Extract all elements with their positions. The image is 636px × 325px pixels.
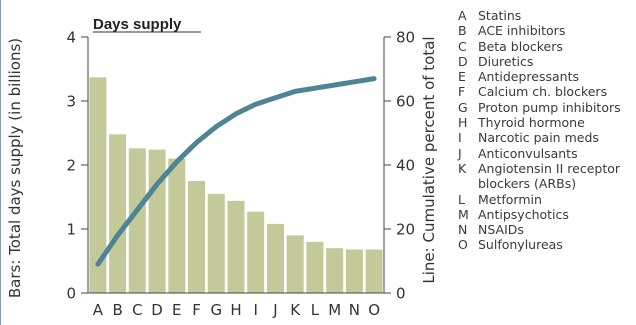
legend-text: NSAIDs — [478, 222, 524, 238]
bar-C — [128, 148, 146, 293]
bar-N — [345, 249, 363, 293]
bar-O — [365, 249, 383, 293]
legend-text: Narcotic pain meds — [478, 130, 599, 146]
bar-K — [286, 235, 304, 293]
legend-item: A Statins — [458, 8, 636, 23]
legend-item: G Proton pump inhibitors — [458, 100, 636, 115]
y-tick-label: 4 — [66, 29, 76, 47]
legend-item: K Angiotensin II receptor blockers (ARBs) — [458, 161, 636, 192]
legend-item: H Thyroid hormone — [458, 115, 636, 130]
x-tick-label: H — [230, 301, 241, 319]
legend-letter: G — [458, 99, 468, 115]
y-tick-label: 1 — [66, 221, 76, 239]
bar-I — [247, 211, 265, 293]
x-tick-label: F — [192, 301, 201, 319]
legend-item: C Beta blockers — [458, 39, 636, 54]
legend-text: Calcium ch. blockers — [478, 84, 608, 100]
legend-text: Statins — [478, 8, 522, 23]
legend-item: O Sulfonylureas — [458, 237, 636, 252]
legend-item: E Antidepressants — [458, 69, 636, 84]
x-tick-label: B — [112, 301, 122, 319]
bar-M — [326, 248, 344, 293]
legend-text: Sulfonylureas — [478, 237, 563, 253]
legend-letter: B — [458, 23, 467, 39]
legend-letter: N — [458, 222, 468, 238]
legend-letter: D — [458, 53, 468, 69]
legend-item: I Narcotic pain meds — [458, 130, 636, 145]
x-tick-label: N — [349, 301, 360, 319]
x-tick-label: D — [151, 301, 163, 319]
legend-item: M Antipsychotics — [458, 207, 636, 222]
legend-item: N NSAIDs — [458, 222, 636, 237]
x-tick-label: C — [132, 301, 142, 319]
x-tick-label: J — [272, 301, 277, 319]
y-tick-label: 2 — [66, 157, 76, 175]
legend-text: Metformin — [478, 191, 542, 207]
legend-item: L Metformin — [458, 192, 636, 207]
legend-letter: H — [458, 115, 468, 131]
line-layer — [95, 76, 377, 267]
y-tick-label: 3 — [66, 93, 76, 111]
legend-letter: J — [458, 145, 462, 161]
legend-letter: K — [458, 160, 467, 176]
y2-axis-label: Line: Cumulative percent of total — [420, 36, 438, 283]
legend-text: Beta blockers — [478, 38, 563, 54]
chart-title: Days supply — [93, 16, 182, 33]
x-tick-label: E — [172, 301, 181, 319]
bar-D — [148, 149, 166, 293]
bars-layer — [89, 77, 383, 293]
legend-text: Anticonvulsants — [478, 145, 578, 161]
legend-letter: F — [458, 84, 466, 100]
legend-letter: I — [458, 130, 462, 146]
y2-tick-label: 20 — [396, 221, 415, 239]
x-tick-label: A — [93, 301, 104, 319]
bar-A — [89, 77, 107, 293]
legend-text: ACE inhibitors — [478, 23, 566, 39]
y-axis-label: Bars: Total days supply (in billions) — [6, 38, 24, 298]
x-tick-label: O — [368, 301, 380, 319]
x-tick-label: L — [311, 301, 320, 319]
legend-text: Antipsychotics — [478, 206, 569, 222]
legend-letter: L — [458, 191, 465, 207]
x-tick-label: K — [290, 301, 301, 319]
y2-tick-label: 60 — [396, 93, 415, 111]
legend-item: B ACE inhibitors — [458, 23, 636, 38]
legend-letter: M — [458, 206, 469, 222]
legend: A Statins B ACE inhibitors C Beta blockers D Di… — [458, 8, 636, 253]
bar-E — [168, 158, 186, 293]
legend-letter: C — [458, 38, 467, 54]
cumulative-line — [95, 76, 377, 267]
legend-letter: O — [458, 237, 468, 253]
y2-tick-label: 0 — [396, 285, 406, 303]
legend-text: Thyroid hormone — [478, 115, 585, 131]
legend-text: Diuretics — [478, 53, 534, 69]
bar-B — [109, 134, 127, 293]
y-tick-label: 0 — [66, 285, 76, 303]
y2-tick-label: 40 — [396, 157, 415, 175]
legend-item: D Diuretics — [458, 54, 636, 69]
legend-item: J Anticonvulsants — [458, 146, 636, 161]
y2-tick-label: 80 — [396, 29, 415, 47]
bar-H — [227, 200, 245, 293]
legend-text: Angiotensin II receptor blockers (ARBs) — [478, 160, 621, 192]
legend-letter: A — [458, 8, 467, 23]
bar-L — [306, 241, 324, 293]
x-tick-label: I — [254, 301, 258, 319]
bar-F — [188, 181, 205, 293]
x-tick-label: M — [328, 301, 341, 319]
legend-item: F Calcium ch. blockers — [458, 84, 636, 99]
legend-text: Proton pump inhibitors — [478, 99, 621, 115]
x-tick-label: G — [210, 301, 222, 319]
bar-J — [267, 223, 284, 293]
bar-G — [207, 193, 225, 293]
legend-letter: E — [458, 69, 466, 85]
legend-text: Antidepressants — [478, 69, 579, 85]
